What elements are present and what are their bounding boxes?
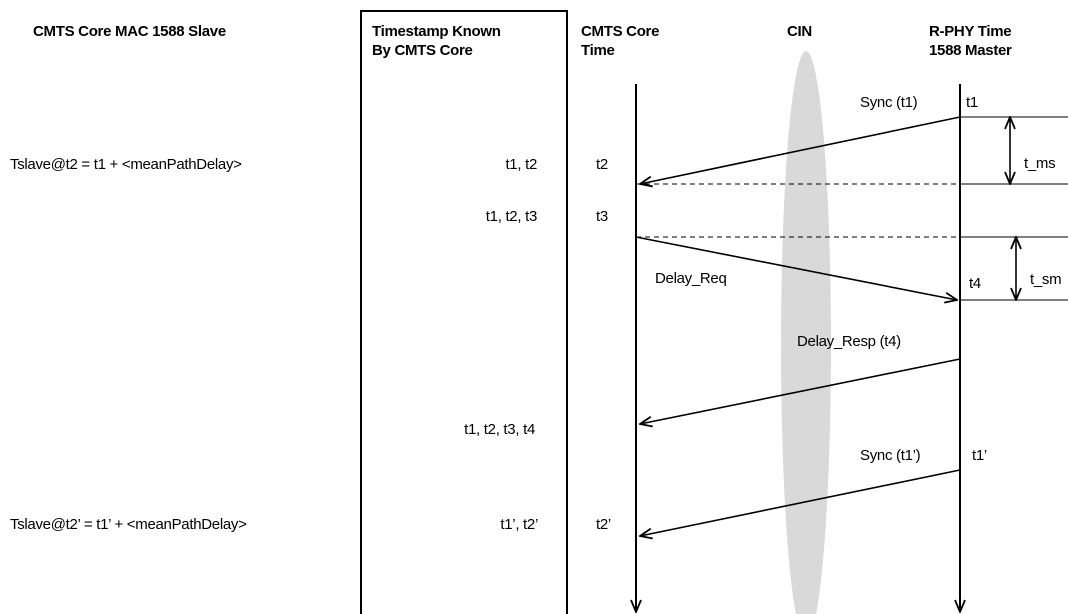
delay-req-arrow: [635, 236, 957, 300]
t-ms-label: t_ms: [1024, 155, 1055, 172]
t-sm-label: t_sm: [1030, 271, 1061, 288]
core-time-t2: t2: [596, 156, 608, 173]
header-cmts-core-mac: CMTS Core MAC 1588 Slave: [33, 23, 226, 40]
timestamps-known-row-2: t1, t2, t3: [486, 208, 537, 225]
header-rphy-time-1: R-PHY Time: [929, 23, 1011, 40]
header-cmts-core-time-2: Time: [581, 42, 615, 59]
master-time-t4: t4: [969, 275, 981, 292]
timestamps-known-row-1: t1, t2: [505, 156, 537, 173]
timestamp-column-box: [360, 10, 568, 614]
delay-resp-arrow: [640, 358, 961, 424]
header-timestamp-known-2: By CMTS Core: [372, 42, 473, 59]
master-time-t1: t1: [966, 94, 978, 111]
cin-network-ellipse: [781, 51, 831, 614]
core-time-t3: t3: [596, 208, 608, 225]
equation-tslave-t2: Tslave@t2 = t1 + <meanPathDelay>: [10, 156, 242, 173]
timestamps-known-row-4: t1’, t2’: [500, 516, 538, 533]
sync1-label: Sync (t1): [860, 94, 918, 111]
header-timestamp-known-1: Timestamp Known: [372, 23, 501, 40]
delay-resp-label: Delay_Resp (t4): [797, 333, 901, 350]
core-time-t2-prime: t2’: [596, 516, 611, 533]
timestamps-known-row-3: t1, t2, t3, t4: [464, 421, 535, 438]
master-time-t1-prime: t1’: [972, 447, 987, 464]
equation-tslave-t2-prime: Tslave@t2’ = t1’ + <meanPathDelay>: [10, 516, 247, 533]
sync2-arrow: [640, 469, 961, 536]
header-cin: CIN: [787, 23, 812, 40]
sync2-label: Sync (t1’): [860, 447, 921, 464]
sync1-arrow: [640, 116, 961, 184]
header-cmts-core-time-1: CMTS Core: [581, 23, 659, 40]
header-rphy-time-2: 1588 Master: [929, 42, 1012, 59]
delay-req-label: Delay_Req: [655, 270, 727, 287]
